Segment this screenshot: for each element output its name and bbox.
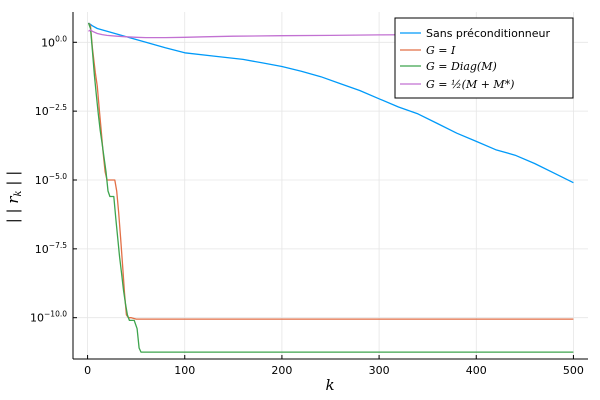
axes [72, 12, 588, 360]
series-lines [87, 22, 574, 353]
legend-item-1: G = I [400, 44, 456, 57]
grid [73, 12, 588, 359]
legend-label-1: G = I [426, 44, 456, 57]
y-axis-label-var: r [4, 196, 22, 204]
legend-item-2: G = Diag(M) [400, 60, 497, 73]
y-axis-label-post: | | [4, 171, 22, 191]
x-axis-label: k [325, 376, 334, 394]
legend-item-3: G = ½(M + M*) [400, 78, 514, 91]
series-line-2 [87, 22, 574, 353]
y-tick-label-2: 10−5.0 [35, 172, 67, 187]
y-axis-label-sub: k [13, 190, 24, 196]
legend-label-0: Sans préconditionneur [426, 27, 551, 40]
legend-label-2: G = Diag(M) [426, 60, 497, 73]
legend: Sans préconditionneur G = I G = Diag(M) … [394, 17, 574, 99]
x-tick-label-2: 200 [271, 364, 292, 377]
y-tick-label-3: 10−7.5 [35, 241, 67, 256]
series-line-0 [88, 22, 574, 184]
y-tick-label-4: 10−10.0 [30, 310, 67, 325]
series-line-1 [87, 22, 574, 320]
legend-item-0: Sans préconditionneur [400, 27, 551, 40]
legend-label-3: G = ½(M + M*) [426, 78, 514, 91]
x-tick-label-0: 0 [84, 364, 91, 377]
x-tick-label-5: 500 [563, 364, 584, 377]
y-tick-label-0: 100.0 [41, 34, 67, 49]
x-tick-label-4: 400 [466, 364, 487, 377]
svg-text:| | rk | |: | | rk | | [4, 171, 24, 224]
y-axis-label: | | rk | | [4, 171, 24, 224]
x-tick-label-3: 300 [369, 364, 390, 377]
x-tick-label-1: 100 [174, 364, 195, 377]
y-axis-label-pre: | | [4, 204, 22, 224]
tick-labels: 0 100 200 300 400 500 100.0 10−2.5 10−5.0 10−7.5 1… [30, 34, 584, 377]
legend-box [394, 17, 574, 99]
y-tick-label-1: 10−2.5 [35, 103, 67, 118]
